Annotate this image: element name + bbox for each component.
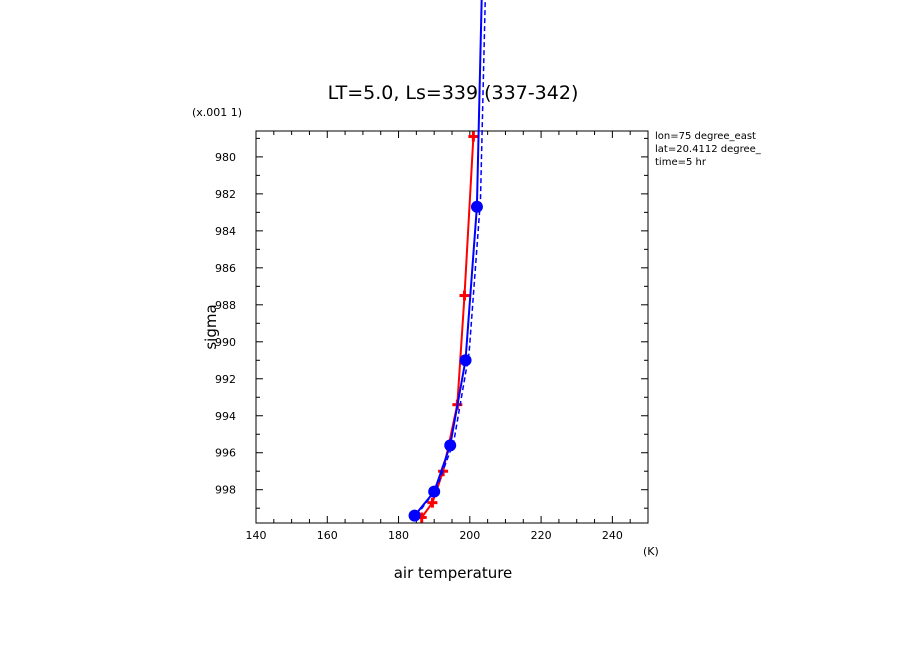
series-point — [459, 290, 470, 301]
series-point — [428, 485, 441, 498]
series-point — [408, 509, 421, 522]
x-tick-label: 140 — [246, 529, 267, 542]
series-group — [408, 0, 486, 523]
series-point — [427, 497, 438, 508]
annotation-line: lat=20.4112 degree_ — [655, 144, 762, 155]
y-tick-label: 982 — [215, 188, 236, 201]
x-tick-label: 240 — [602, 529, 623, 542]
x-tick-label: 160 — [317, 529, 338, 542]
series-point — [459, 354, 472, 367]
plot-frame — [255, 130, 649, 524]
y-scale-note: (x.001 1) — [192, 106, 242, 119]
y-tick-label: 984 — [215, 225, 236, 238]
x-axis-label: air temperature — [394, 564, 513, 582]
annotations: lon=75 degree_east lat=20.4112 degree_tim… — [655, 131, 762, 168]
x-tick-label: 200 — [459, 529, 480, 542]
y-tick-label: 996 — [215, 447, 236, 460]
chart-title: LT=5.0, Ls=339 (337-342) — [328, 82, 579, 104]
y-tick-label: 994 — [215, 410, 236, 423]
annotation-line: time=5 hr — [655, 157, 707, 168]
series-line-1 — [420, 136, 475, 519]
series-line-3 — [415, 0, 486, 517]
x-tick-label: 220 — [531, 529, 552, 542]
series-point — [470, 200, 483, 213]
series-point — [468, 131, 479, 142]
y-axis: 980 982 984 986 988 990 992 994 996 998 — [215, 137, 648, 509]
annotation-line: lon=75 degree_east — [655, 131, 756, 142]
y-tick-label: 998 — [215, 484, 236, 497]
y-axis-label: sigma — [202, 304, 220, 349]
x-axis: 140 160 180 200 220 240 — [246, 131, 649, 542]
y-tick-label: 988 — [215, 299, 236, 312]
y-tick-label: 980 — [215, 151, 236, 164]
y-tick-label: 986 — [215, 262, 236, 275]
y-tick-label: 990 — [215, 336, 236, 349]
x-tick-label: 180 — [388, 529, 409, 542]
series-line-2 — [413, 0, 483, 517]
y-tick-label: 992 — [215, 373, 236, 386]
x-units-label: (K) — [643, 545, 659, 558]
